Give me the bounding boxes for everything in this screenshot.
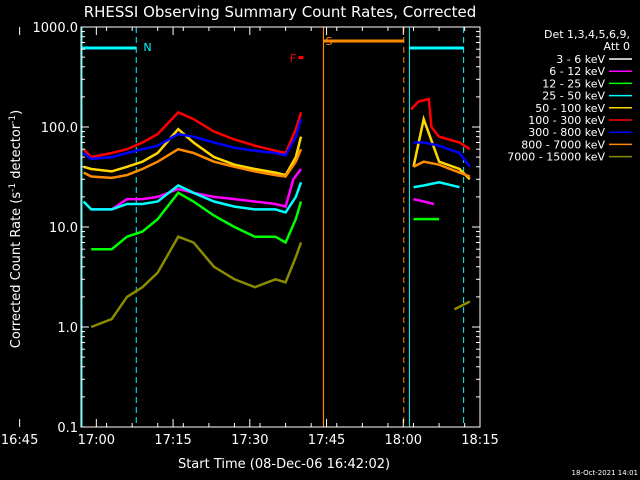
legend-label: 7000 - 15000 keV — [507, 151, 605, 164]
legend-label: 12 - 25 keV — [542, 77, 605, 90]
y-tick-label: 100.0 — [41, 121, 78, 136]
y-tick-label: 10.0 — [49, 221, 78, 236]
legend-header-line: Att 0 — [604, 40, 630, 53]
y-tick-label: 1.0 — [57, 321, 78, 336]
series-line-5-late — [410, 97, 471, 151]
legend-label: 6 - 12 keV — [549, 65, 605, 78]
series-line-7 — [83, 147, 303, 180]
series-line-0-late — [413, 217, 435, 233]
legend-label: 25 - 50 keV — [542, 90, 605, 103]
series-line-6 — [82, 118, 303, 161]
y-tick-label: 1000.0 — [33, 21, 79, 36]
x-tick-label: 17:00 — [78, 433, 115, 448]
x-tick-label: 18:15 — [461, 433, 498, 448]
series-line-6-late — [413, 141, 471, 168]
series-line-2 — [91, 191, 303, 251]
x-tick-label: 16:45 — [1, 433, 38, 448]
series-line-4-late — [412, 114, 471, 181]
series-line-1-late — [413, 197, 435, 206]
legend-label: 300 - 800 keV — [528, 126, 605, 139]
flare-bar — [298, 56, 304, 59]
series-line-4 — [83, 127, 303, 177]
series-line-0 — [90, 210, 303, 298]
series-line-8 — [90, 235, 303, 329]
annotation-f: F — [290, 52, 296, 65]
plot-area: N S F — [81, 27, 471, 427]
series-line-7-late — [412, 160, 471, 178]
chart-title: RHESSI Observing Summary Count Rates, Co… — [84, 3, 477, 21]
legend-label: 3 - 6 keV — [556, 53, 605, 66]
series-line-8-late — [453, 300, 471, 311]
x-tick-label: 17:45 — [308, 433, 345, 448]
legend-label: 800 - 7000 keV — [521, 138, 605, 151]
x-tick-label: 18:00 — [385, 433, 422, 448]
x-axis-label: Start Time (08-Dec-06 16:42:02) — [178, 457, 390, 472]
annotation-n: N — [143, 41, 151, 54]
legend-label: 100 - 300 keV — [528, 114, 605, 127]
series-line-3 — [82, 181, 303, 214]
series-line-5 — [82, 110, 303, 159]
y-axis-label: Corrected Count Rate (s-1 detector-1) — [8, 110, 24, 348]
series-line-1 — [91, 168, 303, 211]
x-tick-label: 17:15 — [154, 433, 191, 448]
annotation-s: S — [326, 35, 333, 48]
plot-frame — [80, 26, 481, 428]
generation-timestamp: 18-Oct-2021 14:01 — [572, 469, 638, 477]
series-line-3-late — [413, 181, 460, 189]
y-tick-label: 0.1 — [57, 421, 78, 436]
legend-header-line: Det 1,3,4,5,6,9, — [544, 28, 630, 41]
axes: 0.1 1.0 10.0 100.0 1000.0 16:45 17:00 17:15 17:3… — [1, 21, 499, 448]
legend-label: 50 - 100 keV — [535, 102, 605, 115]
x-tick-label: 17:30 — [231, 433, 268, 448]
